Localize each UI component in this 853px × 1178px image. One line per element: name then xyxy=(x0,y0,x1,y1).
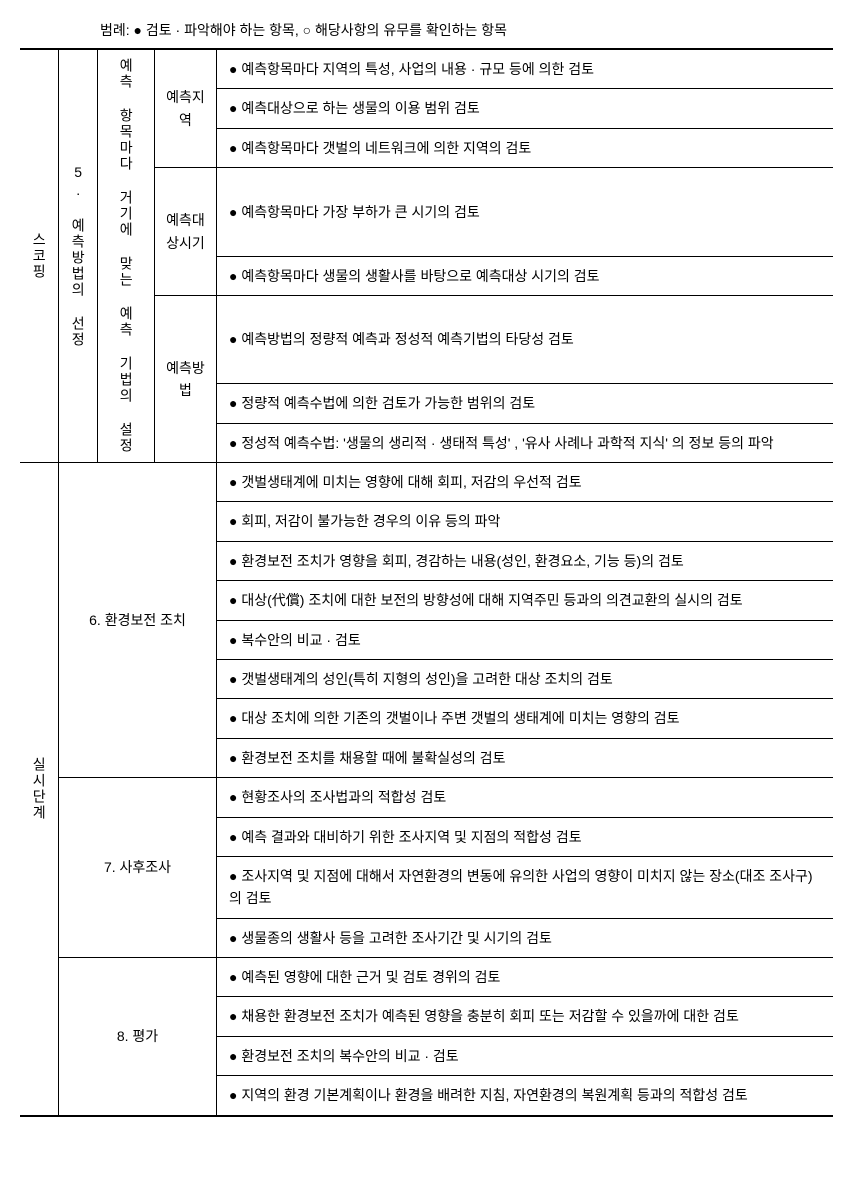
item-cell: ● 회피, 저감이 불가능한 경우의 이유 등의 파악 xyxy=(217,502,834,541)
item-cell: ● 조사지역 및 지점에 대해서 자연환경의 변동에 유의한 사업의 영향이 미… xyxy=(217,856,834,918)
item-cell: ● 예측항목마다 갯벌의 네트워크에 의한 지역의 검토 xyxy=(217,128,834,167)
legend-text: 범례: ● 검토 · 파악해야 하는 항목, ○ 해당사항의 유무를 확인하는 … xyxy=(20,20,833,40)
row-label-7: 7. 사후조사 xyxy=(59,778,217,958)
group-header-0: 예측지역 xyxy=(155,49,217,168)
item-cell: ● 정성적 예측수법: '생물의 생리적 · 생태적 특성' , '유사 사례나… xyxy=(217,423,834,462)
item-cell: ● 예측방법의 정량적 예측과 정성적 예측기법의 타당성 검토 xyxy=(217,295,834,383)
section1-main-label: 스코핑 xyxy=(20,49,59,463)
item-cell: ● 환경보전 조치를 채용할 때에 불확실성의 검토 xyxy=(217,738,834,777)
item-cell: ● 예측 결과와 대비하기 위한 조사지역 및 지점의 적합성 검토 xyxy=(217,817,834,856)
item-cell: ● 예측항목마다 가장 부하가 큰 시기의 검토 xyxy=(217,168,834,256)
group-header-2: 예측방법 xyxy=(155,295,217,462)
item-cell: ● 복수안의 비교 · 검토 xyxy=(217,620,834,659)
item-cell: ● 갯벌생태계에 미치는 영향에 대해 회피, 저감의 우선적 검토 xyxy=(217,463,834,502)
main-table: 스코핑 5. 예측방법의 선정 예측 항목마다 거기에 맞는 예측 기법의 설정… xyxy=(20,48,833,1117)
item-cell: ● 갯벌생태계의 성인(특히 지형의 성인)을 고려한 대상 조치의 검토 xyxy=(217,659,834,698)
item-cell: ● 대상(代償) 조치에 대한 보전의 방향성에 대해 지역주민 등과의 의견교… xyxy=(217,581,834,620)
row-label-8: 8. 평가 xyxy=(59,958,217,1116)
section1-sub-label: 예측 항목마다 거기에 맞는 예측 기법의 설정 xyxy=(98,49,155,463)
item-cell: ● 현황조사의 조사법과의 적합성 검토 xyxy=(217,778,834,817)
row-label-6: 6. 환경보전 조치 xyxy=(59,463,217,778)
item-cell: ● 환경보전 조치의 복수안의 비교 · 검토 xyxy=(217,1036,834,1075)
item-cell: ● 생물종의 생활사 등을 고려한 조사기간 및 시기의 검토 xyxy=(217,918,834,957)
item-cell: ● 환경보전 조치가 영향을 회피, 경감하는 내용(성인, 환경요소, 기능 … xyxy=(217,541,834,580)
item-cell: ● 예측항목마다 생물의 생활사를 바탕으로 예측대상 시기의 검토 xyxy=(217,256,834,295)
item-cell: ● 정량적 예측수법에 의한 검토가 가능한 범위의 검토 xyxy=(217,384,834,423)
item-cell: ● 대상 조치에 의한 기존의 갯벌이나 주변 갯벌의 생태계에 미치는 영향의… xyxy=(217,699,834,738)
section1-row-label: 5. 예측방법의 선정 xyxy=(59,49,98,463)
item-cell: ● 지역의 환경 기본계획이나 환경을 배려한 지침, 자연환경의 복원계획 등… xyxy=(217,1076,834,1116)
item-cell: ● 예측대상으로 하는 생물의 이용 범위 검토 xyxy=(217,89,834,128)
item-cell: ● 예측항목마다 지역의 특성, 사업의 내용 · 규모 등에 의한 검토 xyxy=(217,49,834,89)
item-cell: ● 예측된 영향에 대한 근거 및 검토 경위의 검토 xyxy=(217,958,834,997)
group-header-1: 예측대상시기 xyxy=(155,168,217,296)
section2-main-label: 실시단계 xyxy=(20,463,59,1116)
item-cell: ● 채용한 환경보전 조치가 예측된 영향을 충분히 회피 또는 저감할 수 있… xyxy=(217,997,834,1036)
